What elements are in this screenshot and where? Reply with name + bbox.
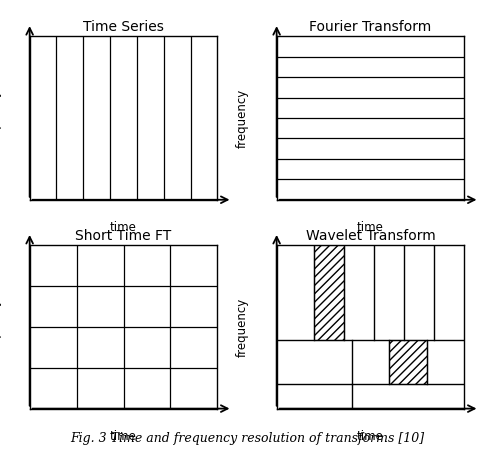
Text: Fig. 3 Time and frequency resolution of transforms [10]: Fig. 3 Time and frequency resolution of … — [70, 432, 424, 445]
Title: Short Time FT: Short Time FT — [76, 229, 171, 242]
Bar — [314, 245, 344, 340]
Title: Time Series: Time Series — [83, 20, 164, 34]
Text: frequency: frequency — [0, 297, 1, 356]
Text: time: time — [110, 430, 137, 443]
Text: frequency: frequency — [0, 89, 1, 148]
Text: time: time — [357, 221, 384, 234]
Bar — [389, 340, 427, 384]
Text: time: time — [110, 221, 137, 234]
Text: frequency: frequency — [236, 89, 248, 148]
Title: Fourier Transform: Fourier Transform — [309, 20, 432, 34]
Title: Wavelet Transform: Wavelet Transform — [306, 229, 435, 242]
Text: time: time — [357, 430, 384, 443]
Text: frequency: frequency — [236, 297, 248, 356]
